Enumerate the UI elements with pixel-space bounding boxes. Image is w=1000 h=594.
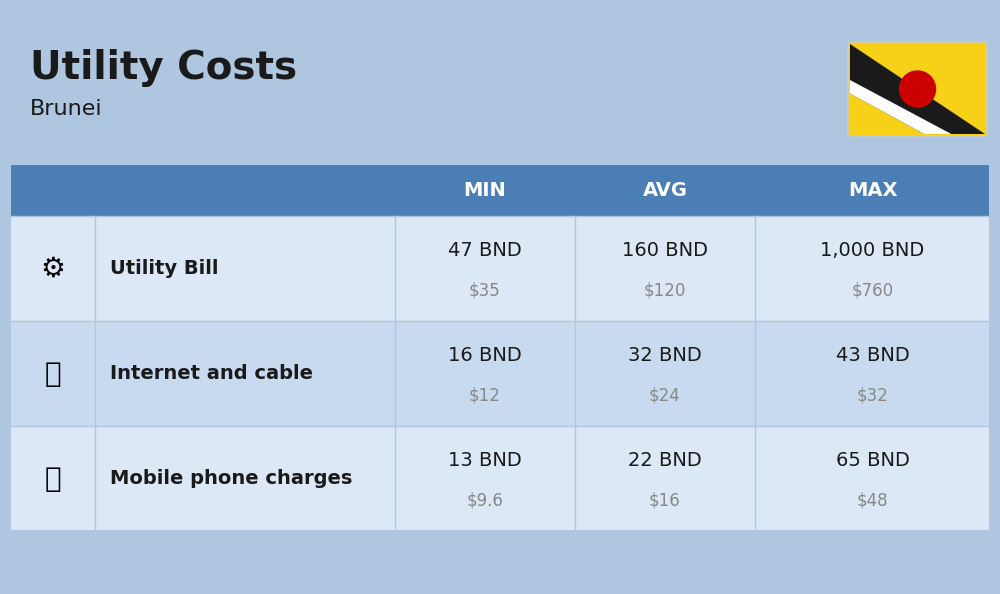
Text: MAX: MAX <box>848 181 897 200</box>
Text: AVG: AVG <box>642 181 688 200</box>
Circle shape <box>900 71 936 107</box>
Text: Internet and cable: Internet and cable <box>110 364 313 383</box>
Text: $16: $16 <box>649 491 681 510</box>
FancyBboxPatch shape <box>848 42 987 136</box>
Text: 65 BND: 65 BND <box>836 451 909 470</box>
FancyBboxPatch shape <box>10 426 95 531</box>
FancyBboxPatch shape <box>10 321 990 426</box>
Polygon shape <box>850 80 951 134</box>
Text: 📱: 📱 <box>44 465 61 492</box>
FancyBboxPatch shape <box>10 321 95 426</box>
Text: $24: $24 <box>649 387 681 405</box>
Text: $32: $32 <box>857 387 888 405</box>
Text: 160 BND: 160 BND <box>622 241 708 260</box>
Text: 📶: 📶 <box>44 359 61 387</box>
Text: 1,000 BND: 1,000 BND <box>820 241 925 260</box>
FancyBboxPatch shape <box>10 426 990 531</box>
Text: $120: $120 <box>644 282 686 299</box>
Text: Brunei: Brunei <box>30 99 103 119</box>
Text: 47 BND: 47 BND <box>448 241 522 260</box>
Text: MIN: MIN <box>464 181 506 200</box>
Text: Utility Costs: Utility Costs <box>30 49 297 87</box>
Text: 22 BND: 22 BND <box>628 451 702 470</box>
Text: $35: $35 <box>469 282 501 299</box>
Text: Utility Bill: Utility Bill <box>110 259 218 278</box>
Text: $48: $48 <box>857 491 888 510</box>
Text: 32 BND: 32 BND <box>628 346 702 365</box>
FancyBboxPatch shape <box>10 216 990 321</box>
FancyBboxPatch shape <box>10 216 95 321</box>
Text: Mobile phone charges: Mobile phone charges <box>110 469 352 488</box>
FancyBboxPatch shape <box>10 164 990 216</box>
Text: $760: $760 <box>851 282 894 299</box>
Text: $12: $12 <box>469 387 501 405</box>
Polygon shape <box>850 44 985 134</box>
Text: ⚙: ⚙ <box>40 254 65 283</box>
Text: 13 BND: 13 BND <box>448 451 522 470</box>
Text: $9.6: $9.6 <box>467 491 503 510</box>
Text: 16 BND: 16 BND <box>448 346 522 365</box>
Text: 43 BND: 43 BND <box>836 346 909 365</box>
